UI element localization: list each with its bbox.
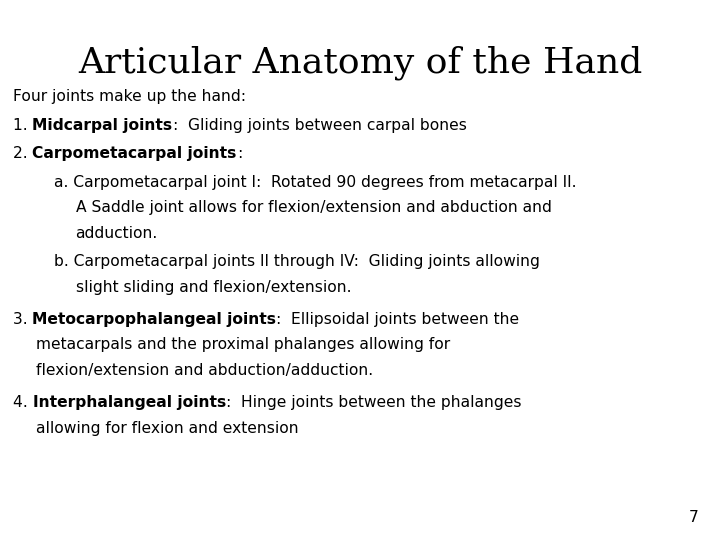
Text: :  Hinge joints between the phalanges: : Hinge joints between the phalanges bbox=[226, 395, 521, 410]
Text: :  Gliding joints between carpal bones: : Gliding joints between carpal bones bbox=[173, 118, 467, 133]
Text: flexion/extension and abduction/adduction.: flexion/extension and abduction/adductio… bbox=[36, 363, 373, 378]
Text: :: : bbox=[237, 146, 242, 161]
Text: Metocarpophalangeal joints: Metocarpophalangeal joints bbox=[32, 312, 276, 327]
Text: 7: 7 bbox=[688, 510, 698, 525]
Text: Four joints make up the hand:: Four joints make up the hand: bbox=[13, 89, 246, 104]
Text: slight sliding and flexion/extension.: slight sliding and flexion/extension. bbox=[76, 280, 351, 295]
Text: 2.: 2. bbox=[13, 146, 32, 161]
Text: 4.: 4. bbox=[13, 395, 32, 410]
Text: b. Carpometacarpal joints II through IV:  Gliding joints allowing: b. Carpometacarpal joints II through IV:… bbox=[54, 254, 540, 269]
Text: :  Ellipsoidal joints between the: : Ellipsoidal joints between the bbox=[276, 312, 520, 327]
Text: allowing for flexion and extension: allowing for flexion and extension bbox=[36, 421, 299, 436]
Text: a. Carpometacarpal joint I:  Rotated 90 degrees from metacarpal II.: a. Carpometacarpal joint I: Rotated 90 d… bbox=[54, 175, 577, 190]
Text: adduction.: adduction. bbox=[76, 226, 158, 241]
Text: A Saddle joint allows for flexion/extension and abduction and: A Saddle joint allows for flexion/extens… bbox=[76, 200, 552, 215]
Text: 3.: 3. bbox=[13, 312, 32, 327]
Text: 1.: 1. bbox=[13, 118, 32, 133]
Text: Articular Anatomy of the Hand: Articular Anatomy of the Hand bbox=[78, 46, 642, 80]
Text: Carpometacarpal joints: Carpometacarpal joints bbox=[32, 146, 237, 161]
Text: Midcarpal joints: Midcarpal joints bbox=[32, 118, 173, 133]
Text: metacarpals and the proximal phalanges allowing for: metacarpals and the proximal phalanges a… bbox=[36, 338, 450, 353]
Text: Interphalangeal joints: Interphalangeal joints bbox=[32, 395, 226, 410]
